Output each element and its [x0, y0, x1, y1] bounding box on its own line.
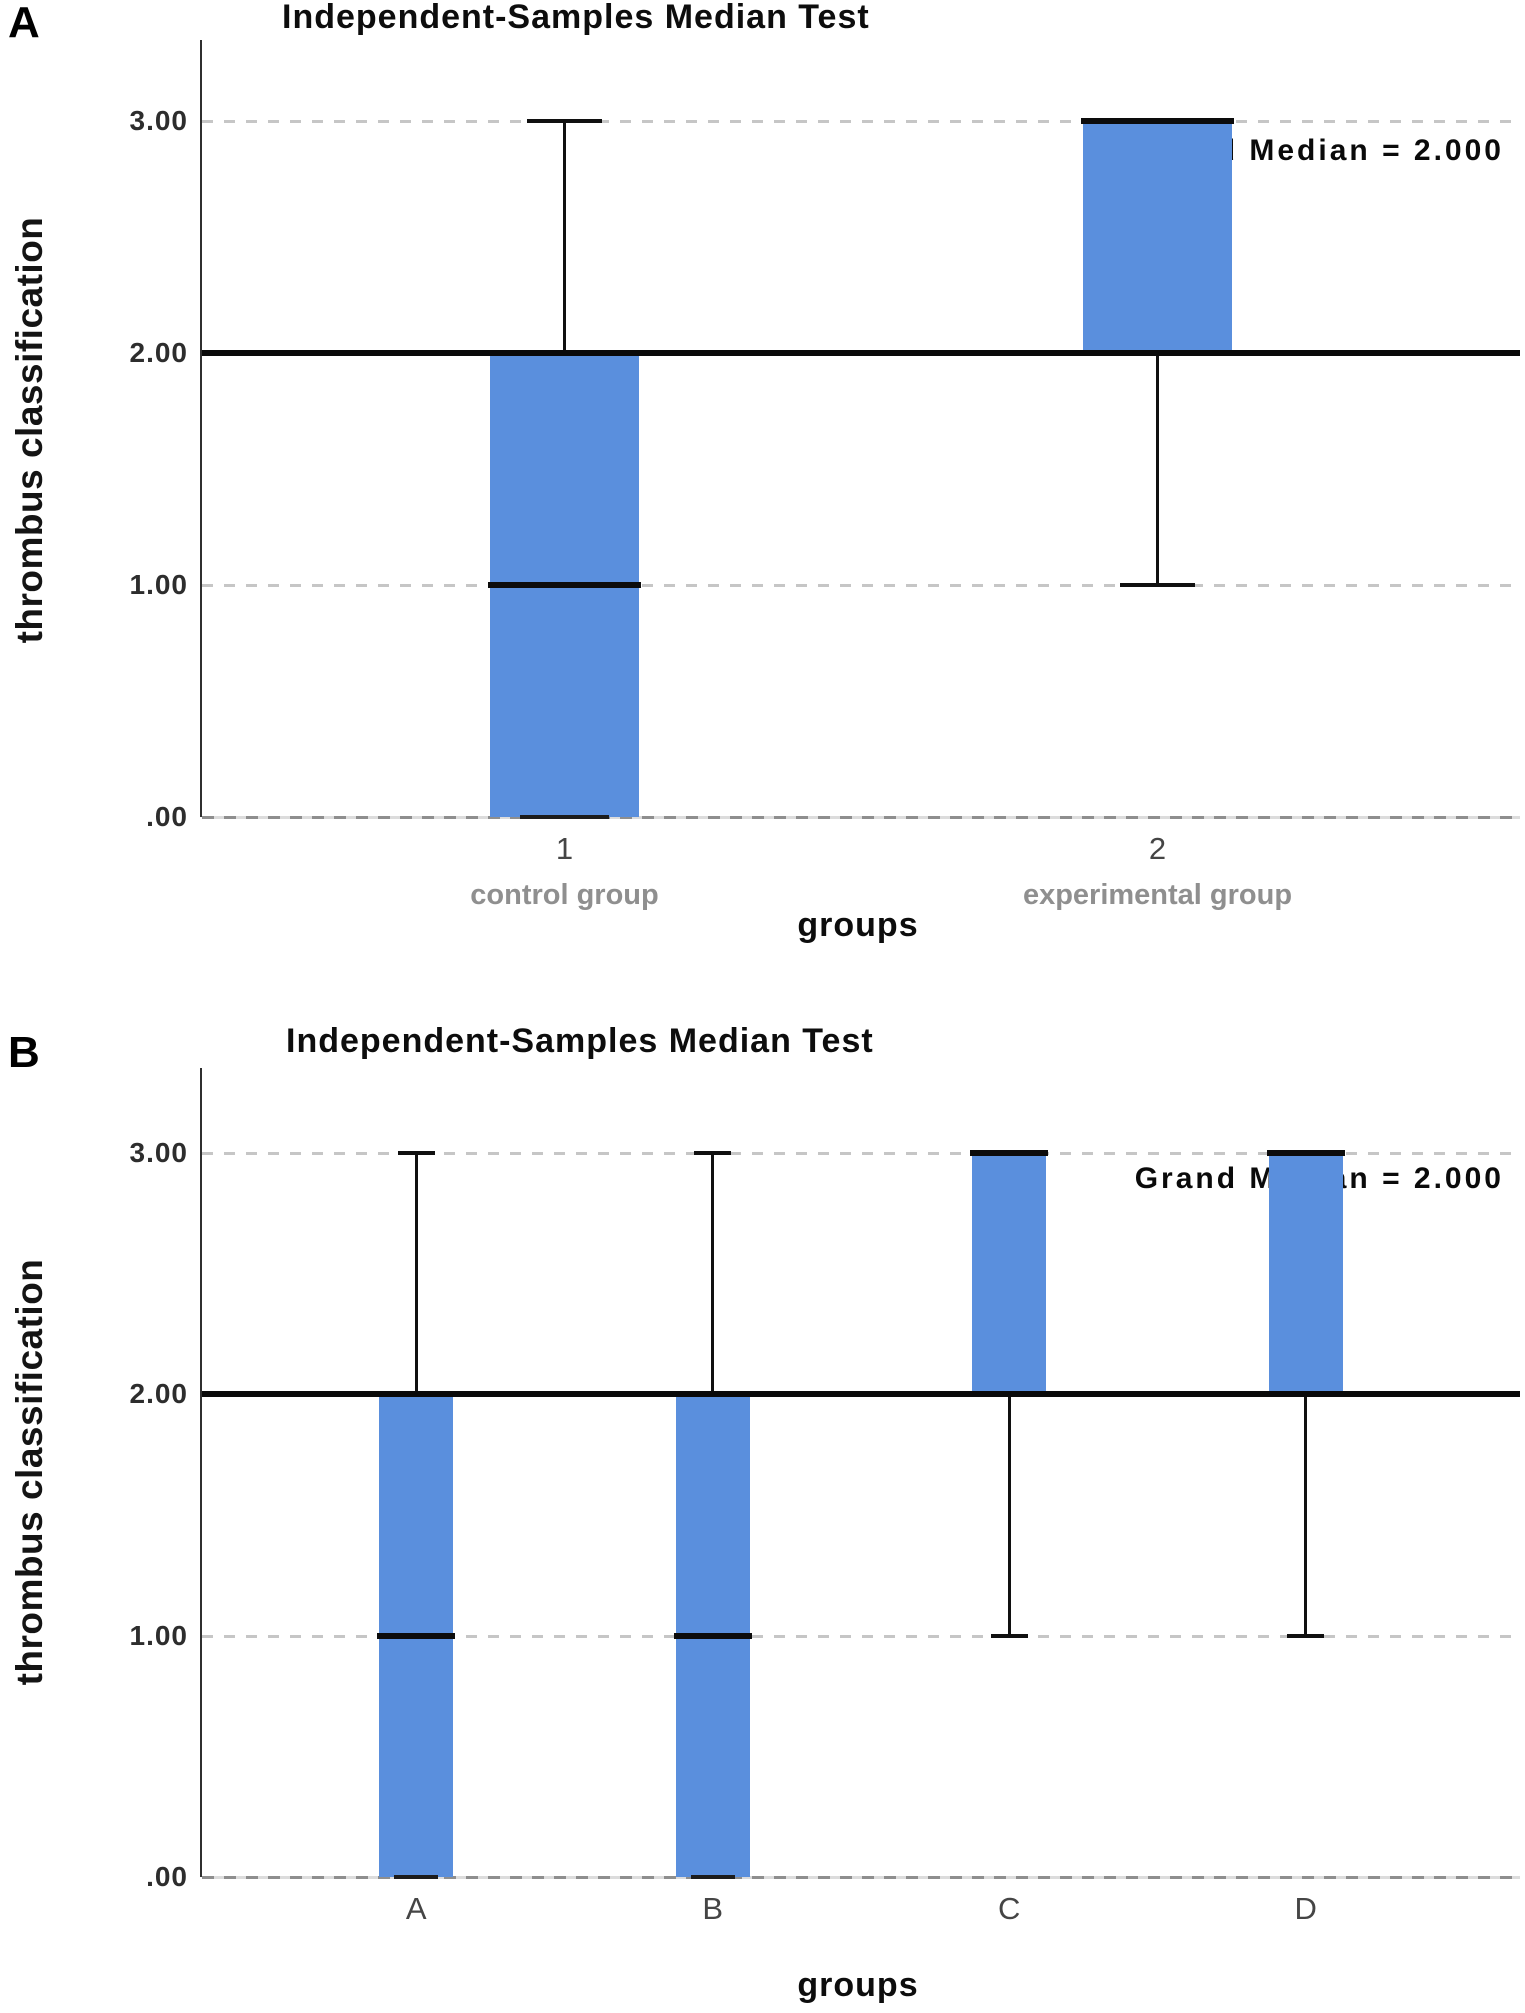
y-tick-label: 2.00: [129, 337, 188, 368]
box: [972, 1153, 1047, 1395]
median-line: [1266, 1150, 1345, 1157]
upper-whisker-cap: [397, 1151, 435, 1156]
box: [1083, 121, 1232, 353]
x-category-label: control group: [470, 879, 659, 911]
panel-a-label: A: [8, 0, 40, 47]
grand-median-line: [202, 1391, 1520, 1398]
upper-whisker-line: [563, 121, 566, 353]
median-line: [377, 1632, 456, 1639]
box: [1268, 1153, 1343, 1395]
y-tick-label: .00: [146, 1861, 188, 1892]
median-line: [673, 1632, 752, 1639]
lower-whisker-line: [1007, 1394, 1011, 1636]
gridline: [202, 1152, 1520, 1156]
median-line: [970, 1150, 1049, 1157]
gridline: [202, 1634, 1520, 1638]
median-line: [488, 582, 641, 588]
panel-a-plot-area: Grand Median = 2.000 3.00 2.00 1.00.00 1 con…: [130, 40, 1520, 911]
minimum-line: [520, 815, 609, 819]
panel-a-x-axis-label: groups: [797, 906, 919, 944]
panel-b-x-axis-label: groups: [797, 1966, 919, 2004]
x-axis-line: [202, 816, 1520, 819]
lower-whisker-line: [1304, 1394, 1308, 1636]
gridline: [202, 120, 1520, 123]
grand-median-line: [202, 350, 1520, 356]
y-tick-label: 3.00: [129, 105, 188, 136]
panel-a-title: Independent-Samples Median Test: [282, 0, 870, 36]
x-tick-label: C: [998, 1891, 1021, 1926]
y-tick-label: 1.00: [129, 1619, 188, 1651]
y-tick-label: .00: [146, 801, 188, 832]
upper-whisker-line: [711, 1153, 715, 1395]
panel-a-y-axis-label: thrombus classification: [9, 216, 50, 644]
y-tick-label: 1.00: [129, 569, 188, 600]
panel-b-title: Independent-Samples Median Test: [286, 1022, 874, 1060]
gridline: [202, 584, 1520, 587]
lower-whisker-cap: [1287, 1633, 1325, 1638]
upper-whisker-cap: [694, 1151, 732, 1156]
y-tick-label: 2.00: [129, 1378, 188, 1410]
x-tick-label: 2: [1148, 831, 1167, 866]
lower-whisker-cap: [1120, 583, 1195, 587]
minimum-line: [394, 1875, 439, 1879]
upper-whisker-line: [414, 1153, 418, 1395]
x-tick-label: B: [702, 1891, 724, 1926]
lower-whisker-line: [1156, 353, 1159, 585]
lower-whisker-cap: [990, 1633, 1028, 1638]
x-tick-label: A: [405, 1891, 427, 1926]
x-category-label: experimental group: [1022, 879, 1293, 911]
median-line: [1081, 118, 1234, 124]
upper-whisker-cap: [527, 119, 602, 123]
panel-b-y-axis-label: thrombus classification: [9, 1258, 50, 1686]
x-tick-label: D: [1294, 1891, 1317, 1926]
y-tick-label: 3.00: [129, 1137, 188, 1169]
x-tick-label: 1: [555, 831, 574, 866]
panel-b-label: B: [8, 1028, 40, 1077]
minimum-line: [690, 1875, 735, 1879]
x-axis-line: [202, 1876, 1520, 1879]
